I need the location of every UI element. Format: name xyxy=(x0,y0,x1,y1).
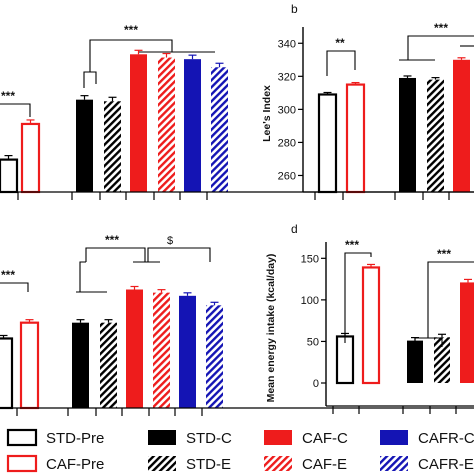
sig-b-pre-label: ** xyxy=(335,36,345,50)
y-axis-label-b: Lee's Index xyxy=(261,85,273,142)
bar-a-std-pre xyxy=(0,158,19,194)
bar-a-std-e xyxy=(104,101,121,192)
sig-d-pre-label: *** xyxy=(345,238,359,252)
bar-a-std-c xyxy=(76,99,93,192)
sig-b-main xyxy=(407,35,474,60)
bar-a-cafr-c xyxy=(184,59,201,192)
panel-letter-d: d xyxy=(291,222,298,236)
sig-c-pre xyxy=(0,282,29,292)
legend-swatch-cafr-e xyxy=(380,456,408,471)
sig-d-pre xyxy=(344,252,372,343)
legend-swatch-std-e xyxy=(148,456,176,471)
sig-a-main xyxy=(89,39,173,72)
bar-b-std-e xyxy=(427,79,444,192)
bar-b-std-c xyxy=(399,77,416,192)
legend-label-cafr-e: CAFR-E xyxy=(418,456,474,473)
legend-swatch-caf-pre xyxy=(6,454,38,473)
legend-label-std-e: STD-E xyxy=(186,456,231,473)
y-tick-label-d-0: 0 xyxy=(313,378,319,390)
y-tick-label-b-1: 280 xyxy=(278,137,296,149)
y-tick-label-d-1: 50 xyxy=(307,336,319,348)
y-tick-label-b-4: 340 xyxy=(278,38,296,50)
sig-c-pre-label: *** xyxy=(1,268,15,282)
bar-d-caf-pre xyxy=(361,266,381,385)
sig-b-main-label: *** xyxy=(434,21,448,35)
panel-letter-b: b xyxy=(291,2,298,16)
legend-label-std-c: STD-C xyxy=(186,430,232,447)
bar-b-caf-pre xyxy=(345,83,366,194)
sig-a-pre-label: *** xyxy=(1,89,15,103)
legend-label-caf-pre: CAF-Pre xyxy=(46,456,104,473)
bar-c-cafr-e xyxy=(206,305,223,408)
bar-d-std-c xyxy=(407,340,423,383)
legend-swatch-caf-c xyxy=(264,430,292,445)
sig-c-main-label: *** xyxy=(105,233,119,247)
legend-swatch-cafr-c xyxy=(380,430,408,445)
sig-d-main xyxy=(427,261,474,338)
bar-c-cafr-c xyxy=(179,295,196,408)
legend-swatch-std-pre xyxy=(6,428,38,447)
y-tick-label-b-0: 260 xyxy=(278,170,296,182)
bar-c-caf-e xyxy=(153,292,170,408)
legend-label-caf-c: CAF-C xyxy=(302,430,348,447)
sig-c-main xyxy=(85,247,146,262)
bar-a-cafr-e xyxy=(211,67,228,192)
sig-c-dollar xyxy=(147,247,211,262)
legend-swatch-std-c xyxy=(148,430,176,445)
y-tick-label-d-3: 150 xyxy=(301,253,319,265)
legend-swatch-caf-e xyxy=(264,456,292,471)
bar-c-caf-c xyxy=(126,289,143,408)
bar-c-std-c xyxy=(72,322,89,408)
sig-a-main-label: *** xyxy=(124,23,138,37)
bar-b-std-pre xyxy=(317,93,338,194)
sig-c-dollar-label: $ xyxy=(167,235,173,247)
legend: STD-Pre CAF-Pre STD-C STD-E CAF-C CAF-E CAFR-C… xyxy=(6,428,474,473)
panel-c-chart: *** *** $ xyxy=(0,233,474,416)
panel-a-chart: *** *** xyxy=(0,23,474,200)
y-axis-label-d: Mean energy intake (kcal/day) xyxy=(265,254,277,403)
bar-c-std-pre xyxy=(0,337,14,410)
bar-d-std-e xyxy=(434,337,450,383)
sig-a-std-group xyxy=(83,71,97,88)
bar-d-caf-c xyxy=(460,282,474,383)
bar-b-caf-c xyxy=(453,59,470,192)
y-tick-label-b-3: 320 xyxy=(278,71,296,83)
bar-a-caf-c xyxy=(130,54,147,192)
sig-b-pre xyxy=(326,50,356,76)
bar-d-std-pre xyxy=(335,335,355,385)
y-tick-label-d-2: 100 xyxy=(301,295,319,307)
sig-c-std-stub xyxy=(79,261,86,292)
sig-d-main-label: *** xyxy=(437,247,451,261)
bar-a-caf-e xyxy=(158,57,175,192)
legend-label-std-pre: STD-Pre xyxy=(46,430,104,447)
y-tick-label-b-2: 300 xyxy=(278,104,296,116)
bar-c-std-e xyxy=(100,322,117,408)
bar-a-caf-pre xyxy=(20,122,41,194)
legend-label-cafr-c: CAFR-C xyxy=(418,430,474,447)
panel-d-chart: 0 50 100 150 Mean energy intake (kcal/day) **… xyxy=(265,238,474,414)
bar-c-caf-pre xyxy=(19,321,40,410)
legend-label-caf-e: CAF-E xyxy=(302,456,347,473)
sig-a-pre xyxy=(0,103,31,117)
